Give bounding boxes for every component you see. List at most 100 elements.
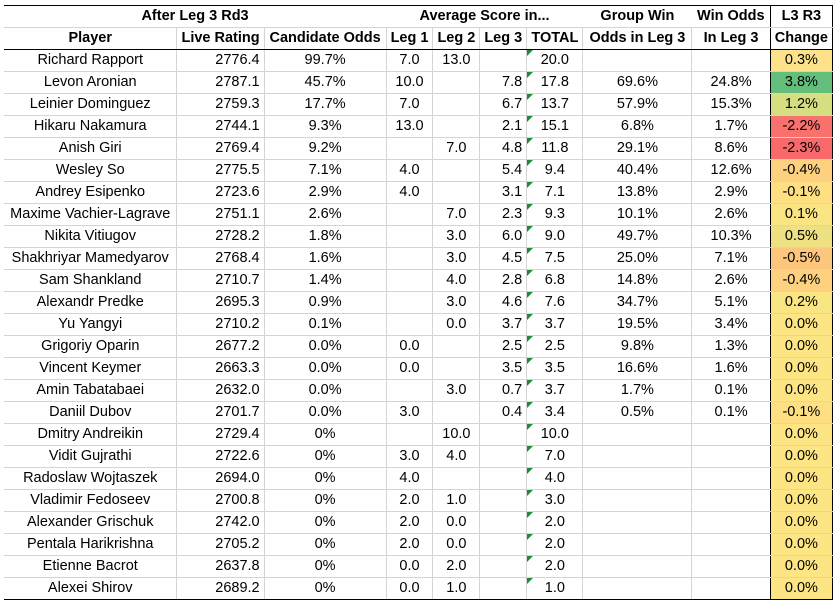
leg1-score-cell[interactable]: 0.0 — [386, 555, 434, 578]
group-win-odds-cell[interactable] — [582, 445, 693, 468]
live-rating-cell[interactable]: 2695.3 — [176, 291, 265, 314]
leg2-score-cell[interactable]: 0.0 — [432, 511, 481, 534]
change-cell[interactable]: 0.0% — [769, 577, 833, 600]
leg2-score-cell[interactable] — [432, 159, 481, 182]
live-rating-cell[interactable]: 2722.6 — [176, 445, 265, 468]
player-name-cell[interactable]: Yu Yangyi — [4, 313, 178, 336]
group-win-odds-cell[interactable]: 14.8% — [582, 269, 693, 292]
leg1-score-cell[interactable]: 2.0 — [386, 489, 434, 512]
player-name-cell[interactable]: Wesley So — [4, 159, 178, 182]
leg1-score-cell[interactable]: 2.0 — [386, 511, 434, 534]
win-odds-cell[interactable] — [691, 577, 771, 600]
candidate-odds-cell[interactable]: 0.1% — [264, 313, 387, 336]
leg2-score-cell[interactable]: 7.0 — [432, 137, 481, 160]
player-name-cell[interactable]: Daniil Dubov — [4, 401, 178, 424]
total-score-cell[interactable]: 4.0 — [526, 467, 584, 490]
leg3-score-cell[interactable]: 2.1 — [479, 115, 528, 138]
player-name-cell[interactable]: Maxime Vachier-Lagrave — [4, 203, 178, 226]
candidate-odds-cell[interactable]: 0% — [264, 511, 387, 534]
leg1-score-cell[interactable] — [386, 225, 434, 248]
change-cell[interactable]: 0.1% — [769, 203, 833, 226]
leg2-score-cell[interactable]: 4.0 — [432, 445, 481, 468]
live-rating-cell[interactable]: 2728.2 — [176, 225, 265, 248]
leg2-score-cell[interactable]: 3.0 — [432, 225, 481, 248]
leg2-score-cell[interactable] — [432, 401, 481, 424]
leg2-score-cell[interactable] — [432, 357, 481, 380]
leg3-score-cell[interactable]: 6.0 — [479, 225, 528, 248]
candidate-odds-cell[interactable]: 2.6% — [264, 203, 387, 226]
leg3-score-cell[interactable]: 5.4 — [479, 159, 528, 182]
win-odds-cell[interactable]: 3.4% — [691, 313, 771, 336]
total-score-cell[interactable]: 10.0 — [526, 423, 584, 446]
change-cell[interactable]: 0.0% — [769, 445, 833, 468]
group-win-odds-cell[interactable]: 0.5% — [582, 401, 693, 424]
candidate-odds-cell[interactable]: 0.0% — [264, 357, 387, 380]
leg1-score-cell[interactable]: 3.0 — [386, 445, 434, 468]
group-win-odds-cell[interactable]: 57.9% — [582, 93, 693, 116]
win-odds-cell[interactable]: 8.6% — [691, 137, 771, 160]
total-score-cell[interactable]: 7.0 — [526, 445, 584, 468]
total-score-cell[interactable]: 7.1 — [526, 181, 584, 204]
leg3-score-cell[interactable]: 7.8 — [479, 71, 528, 94]
total-score-cell[interactable]: 6.8 — [526, 269, 584, 292]
leg3-score-cell[interactable] — [479, 489, 528, 512]
live-rating-cell[interactable]: 2700.8 — [176, 489, 265, 512]
group-win-odds-cell[interactable]: 16.6% — [582, 357, 693, 380]
player-name-cell[interactable]: Etienne Bacrot — [4, 555, 178, 578]
candidate-odds-cell[interactable]: 0.0% — [264, 401, 387, 424]
leg1-score-cell[interactable]: 0.0 — [386, 335, 434, 358]
candidate-odds-cell[interactable]: 17.7% — [264, 93, 387, 116]
leg2-score-cell[interactable]: 0.0 — [432, 533, 481, 556]
total-score-cell[interactable]: 20.0 — [526, 49, 584, 72]
live-rating-cell[interactable]: 2710.2 — [176, 313, 265, 336]
leg1-score-cell[interactable] — [386, 423, 434, 446]
win-odds-cell[interactable]: 1.7% — [691, 115, 771, 138]
group-win-odds-cell[interactable] — [582, 423, 693, 446]
group-win-odds-cell[interactable]: 40.4% — [582, 159, 693, 182]
leg3-score-cell[interactable] — [479, 533, 528, 556]
change-cell[interactable]: 0.5% — [769, 225, 833, 248]
leg3-score-cell[interactable]: 3.7 — [479, 313, 528, 336]
change-cell[interactable]: -0.1% — [769, 401, 833, 424]
player-name-cell[interactable]: Nikita Vitiugov — [4, 225, 178, 248]
change-cell[interactable]: -0.5% — [769, 247, 833, 270]
leg2-score-cell[interactable] — [432, 71, 481, 94]
leg2-score-cell[interactable]: 13.0 — [432, 49, 481, 72]
leg1-score-cell[interactable] — [386, 203, 434, 226]
player-name-cell[interactable]: Hikaru Nakamura — [4, 115, 178, 138]
leg3-score-cell[interactable]: 4.6 — [479, 291, 528, 314]
leg2-score-cell[interactable]: 2.0 — [432, 555, 481, 578]
total-score-cell[interactable]: 17.8 — [526, 71, 584, 94]
leg2-score-cell[interactable]: 4.0 — [432, 269, 481, 292]
candidate-odds-cell[interactable]: 0% — [264, 577, 387, 600]
change-cell[interactable]: 0.0% — [769, 313, 833, 336]
win-odds-cell[interactable] — [691, 555, 771, 578]
change-cell[interactable]: -0.4% — [769, 159, 833, 182]
leg3-score-cell[interactable] — [479, 577, 528, 600]
live-rating-cell[interactable]: 2768.4 — [176, 247, 265, 270]
leg1-score-cell[interactable]: 7.0 — [386, 93, 434, 116]
live-rating-cell[interactable]: 2694.0 — [176, 467, 265, 490]
win-odds-cell[interactable]: 2.6% — [691, 203, 771, 226]
total-score-cell[interactable]: 3.7 — [526, 313, 584, 336]
total-score-cell[interactable]: 11.8 — [526, 137, 584, 160]
total-score-cell[interactable]: 2.0 — [526, 533, 584, 556]
candidate-odds-cell[interactable]: 0.9% — [264, 291, 387, 314]
leg3-score-cell[interactable]: 2.3 — [479, 203, 528, 226]
group-win-odds-cell[interactable]: 34.7% — [582, 291, 693, 314]
win-odds-cell[interactable] — [691, 511, 771, 534]
player-name-cell[interactable]: Alexandr Predke — [4, 291, 178, 314]
player-name-cell[interactable]: Amin Tabatabaei — [4, 379, 178, 402]
total-score-cell[interactable]: 1.0 — [526, 577, 584, 600]
total-score-cell[interactable]: 9.4 — [526, 159, 584, 182]
live-rating-cell[interactable]: 2663.3 — [176, 357, 265, 380]
change-cell[interactable]: 0.0% — [769, 379, 833, 402]
group-win-odds-cell[interactable]: 1.7% — [582, 379, 693, 402]
player-name-cell[interactable]: Dmitry Andreikin — [4, 423, 178, 446]
total-score-cell[interactable]: 9.0 — [526, 225, 584, 248]
candidate-odds-cell[interactable]: 45.7% — [264, 71, 387, 94]
candidate-odds-cell[interactable]: 99.7% — [264, 49, 387, 72]
win-odds-cell[interactable] — [691, 423, 771, 446]
player-name-cell[interactable]: Vidit Gujrathi — [4, 445, 178, 468]
change-cell[interactable]: -0.1% — [769, 181, 833, 204]
